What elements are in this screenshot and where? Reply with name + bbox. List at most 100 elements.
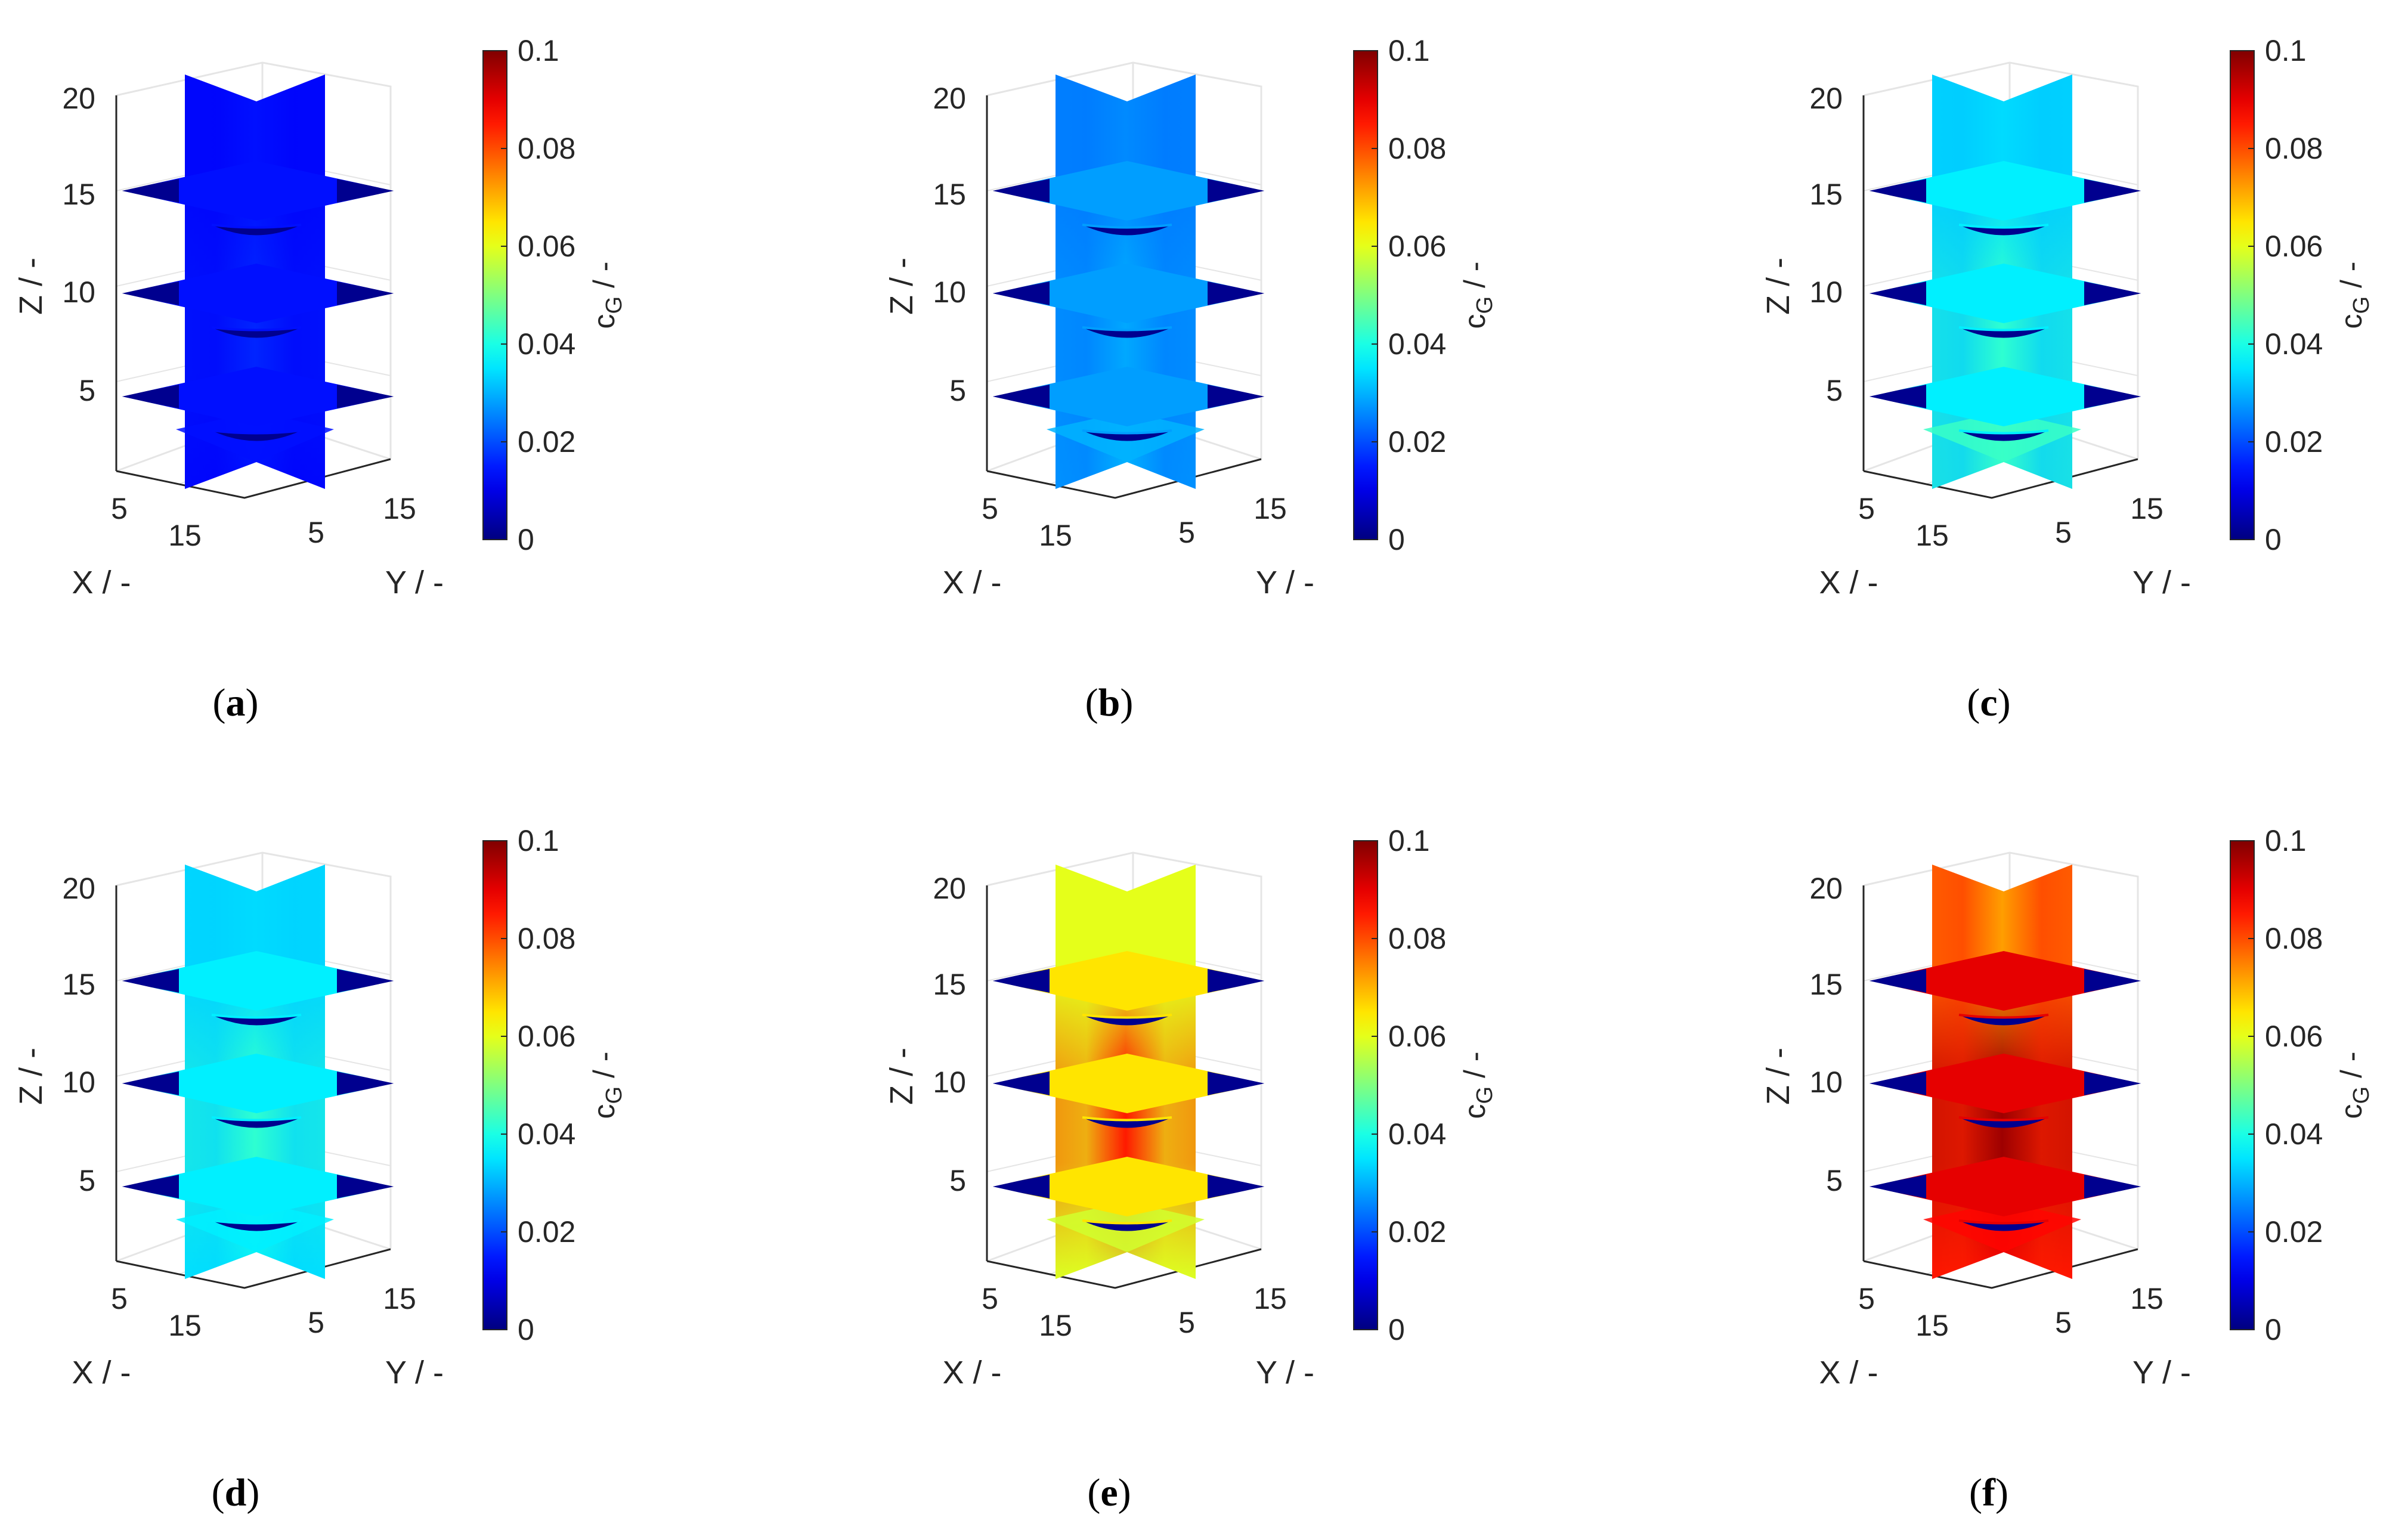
z-tick-label: 20 [1809,82,1843,115]
colorbar-tick-label: 0.04 [2265,1117,2323,1151]
tick-labels: 5 10 15 20 5 15 5 15 [1809,872,2163,1342]
x-tick-label: 15 [1039,1309,1072,1342]
colorbar: 0 0.02 0.04 0.06 0.08 0.1 cG / - [482,824,627,1346]
colorbar-tick-label: 0.02 [518,1215,575,1249]
panel-1: 5 10 15 20 5 15 5 15 Z / - X / - Y / - 0 0.02 0.04 0.0… [884,34,1497,724]
horizontal-shelf [1870,264,2141,338]
colorbar-tick-label: 0.1 [1388,824,1430,857]
z-tick-label: 10 [62,1066,95,1099]
z-tick-label: 5 [949,1164,966,1197]
colorbar-tick-label: 0.08 [2265,132,2323,165]
colorbar-tick-label: 0.04 [1388,1117,1446,1151]
colorbar-label: cG / - [587,262,627,329]
colorbar: 0 0.02 0.04 0.06 0.08 0.1 cG / - [2230,824,2374,1346]
y-tick-label: 5 [2055,1306,2072,1339]
z-tick-label: 10 [933,1066,966,1099]
z-tick-label: 5 [1826,374,1843,407]
horizontal-shelf [993,951,1264,1026]
z-tick-label: 15 [62,178,95,211]
colorbar-label: cG / - [2335,1052,2374,1119]
colorbar: 0 0.02 0.04 0.06 0.08 0.1 cG / - [1353,34,1497,556]
x-tick-label: 5 [1858,492,1875,525]
horizontal-shelf [122,161,394,236]
z-tick-label: 10 [1809,1066,1843,1099]
y-tick-label: 5 [1178,516,1195,549]
z-tick-label: 5 [949,374,966,407]
horizontal-shelf [1870,367,2141,441]
z-axis-label: Z / - [13,1048,49,1105]
colorbar-tick-label: 0 [1388,1313,1405,1346]
x-tick-label: 15 [168,519,202,552]
colorbar: 0 0.02 0.04 0.06 0.08 0.1 cG / - [482,34,627,556]
y-tick-label: 15 [2130,492,2164,525]
colorbar-tick-label: 0.02 [1388,425,1446,459]
colorbar-tick-label: 0.06 [518,230,575,263]
concentration-slices [122,75,394,489]
horizontal-shelf [122,1054,394,1128]
z-axis-label: Z / - [13,258,49,315]
panel-4: 5 10 15 20 5 15 5 15 Z / - X / - Y / - 0 0.02 0.04 0.0… [884,824,1497,1515]
z-tick-label: 20 [933,82,966,115]
panel-3: 5 10 15 20 5 15 5 15 Z / - X / - Y / - 0 0.02 0.04 0.0… [13,824,627,1515]
y-axis-label: Y / - [385,565,444,600]
panel-caption: (e) [1087,1471,1131,1515]
x-axis-label: X / - [72,1355,131,1390]
z-axis-label: Z / - [1760,1048,1796,1105]
horizontal-shelf [993,1157,1264,1231]
x-axis-label: X / - [1819,565,1878,600]
colorbar-tick-label: 0.06 [1388,230,1446,263]
colorbar-tick-label: 0.1 [2265,824,2307,857]
y-tick-label: 15 [2130,1282,2164,1315]
x-axis-label: X / - [72,565,131,600]
z-tick-label: 15 [62,968,95,1001]
tick-labels: 5 10 15 20 5 15 5 15 [62,872,416,1342]
z-tick-label: 10 [933,275,966,309]
horizontal-shelf [122,367,394,441]
colorbar-label: cG / - [2335,262,2374,329]
panel-caption: (a) [213,681,259,724]
z-axis-label: Z / - [884,1048,920,1105]
z-tick-label: 20 [62,872,95,905]
horizontal-shelf [122,1157,394,1231]
x-tick-label: 5 [111,1282,128,1315]
z-tick-label: 15 [1809,178,1843,211]
y-tick-label: 15 [383,1282,416,1315]
x-tick-label: 15 [168,1309,202,1342]
colorbar-tick-label: 0.08 [518,922,575,955]
panel-caption: (d) [212,1471,260,1515]
z-tick-label: 15 [933,178,966,211]
colorbar: 0 0.02 0.04 0.06 0.08 0.1 cG / - [1353,824,1497,1346]
colorbar-tick-label: 0 [2265,523,2282,556]
x-axis-label: X / - [1819,1355,1878,1390]
x-tick-label: 5 [982,492,998,525]
z-tick-label: 5 [79,1164,95,1197]
colorbar-tick-label: 0.04 [518,1117,575,1151]
tick-labels: 5 10 15 20 5 15 5 15 [62,82,416,552]
y-axis-label: Y / - [385,1355,444,1390]
z-tick-label: 5 [1826,1164,1843,1197]
z-tick-label: 10 [1809,275,1843,309]
colorbar-tick-label: 0.04 [518,327,575,361]
colorbar-tick-label: 0.06 [2265,230,2323,263]
x-tick-label: 5 [982,1282,998,1315]
x-axis-label: X / - [942,1355,1001,1390]
z-axis-label: Z / - [884,258,920,315]
horizontal-shelf [993,161,1264,236]
concentration-slices [122,865,394,1279]
colorbar-tick-label: 0.08 [1388,922,1446,955]
y-tick-label: 15 [1253,1282,1287,1315]
horizontal-shelf [993,367,1264,441]
panel-caption: (f) [1969,1471,2008,1515]
z-tick-label: 15 [1809,968,1843,1001]
panel-5: 5 10 15 20 5 15 5 15 Z / - X / - Y / - 0 0.02 0.04 0.0… [1760,824,2374,1515]
z-tick-label: 5 [79,374,95,407]
x-tick-label: 15 [1915,519,1949,552]
colorbar-tick-label: 0.08 [1388,132,1446,165]
colorbar-label: cG / - [1458,1052,1497,1119]
horizontal-shelf [122,951,394,1026]
z-tick-label: 15 [933,968,966,1001]
y-tick-label: 5 [308,1306,324,1339]
concentration-slices [1870,75,2141,489]
colorbar-label: cG / - [587,1052,627,1119]
